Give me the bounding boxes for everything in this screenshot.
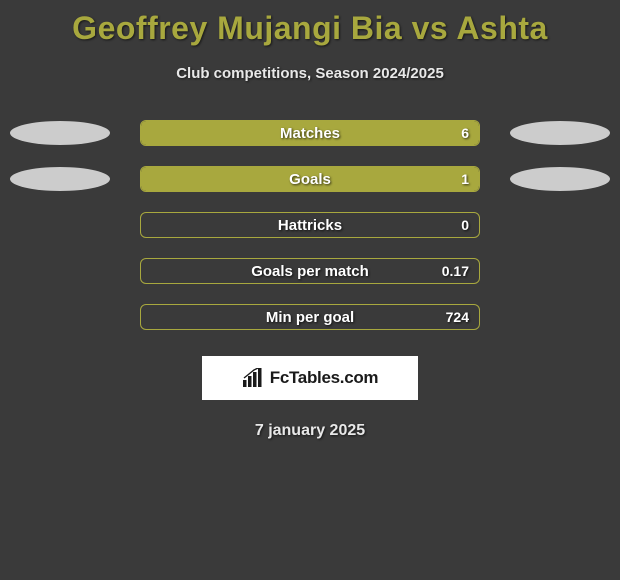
stat-bar: Matches6: [140, 120, 480, 146]
player-right-marker: [510, 121, 610, 145]
stat-bar: Goals1: [140, 166, 480, 192]
stat-row: Goals1: [0, 166, 620, 192]
player-left-marker: [10, 121, 110, 145]
comparison-infographic: Geoffrey Mujangi Bia vs Ashta Club compe…: [0, 0, 620, 580]
stat-row: Goals per match0.17: [0, 258, 620, 284]
stat-value: 0.17: [442, 259, 469, 283]
bar-chart-icon: [242, 368, 264, 388]
page-title: Geoffrey Mujangi Bia vs Ashta: [72, 10, 548, 47]
stat-rows: Matches6Goals1Hattricks0Goals per match0…: [0, 120, 620, 330]
stat-label: Min per goal: [141, 305, 479, 329]
stat-row: Matches6: [0, 120, 620, 146]
stat-bar: Min per goal724: [140, 304, 480, 330]
fctables-logo: FcTables.com: [202, 356, 418, 400]
player-left-marker: [10, 167, 110, 191]
stat-bar-fill: [141, 121, 479, 145]
stat-value: 724: [446, 305, 469, 329]
player-right-marker: [510, 167, 610, 191]
stat-label: Goals per match: [141, 259, 479, 283]
stat-bar: Goals per match0.17: [140, 258, 480, 284]
stat-bar-fill: [141, 167, 479, 191]
stat-row: Hattricks0: [0, 212, 620, 238]
stat-label: Hattricks: [141, 213, 479, 237]
snapshot-date: 7 january 2025: [255, 422, 365, 440]
page-subtitle: Club competitions, Season 2024/2025: [176, 65, 444, 82]
logo-text: FcTables.com: [270, 368, 379, 388]
stat-row: Min per goal724: [0, 304, 620, 330]
stat-value: 0: [461, 213, 469, 237]
stat-bar: Hattricks0: [140, 212, 480, 238]
